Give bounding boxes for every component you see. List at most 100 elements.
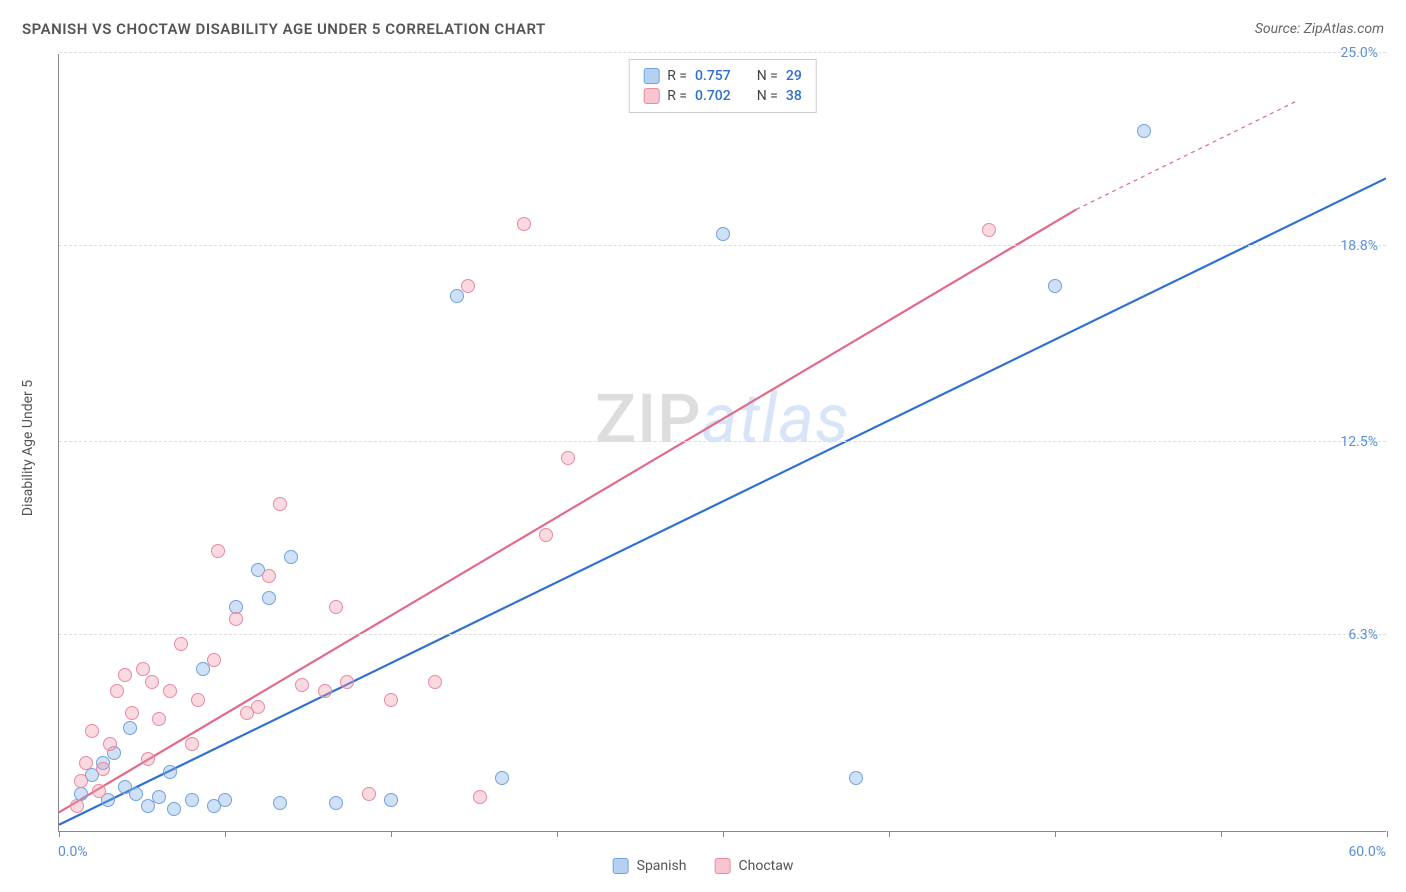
- scatter-point: [141, 752, 155, 766]
- swatch-spanish: [643, 68, 659, 84]
- r-value-choctaw: 0.702: [695, 88, 731, 104]
- scatter-point: [123, 721, 137, 735]
- scatter-point: [517, 217, 531, 231]
- scatter-point: [251, 700, 265, 714]
- scatter-point: [96, 762, 110, 776]
- x-tick: [557, 831, 558, 837]
- scatter-point: [495, 771, 509, 785]
- stats-row-spanish: R = 0.757 N = 29: [643, 66, 802, 86]
- scatter-point: [118, 668, 132, 682]
- r-label: R =: [667, 88, 687, 104]
- chart-container: SPANISH VS CHOCTAW DISABILITY AGE UNDER …: [0, 0, 1406, 892]
- scatter-point: [849, 771, 863, 785]
- scatter-point: [384, 793, 398, 807]
- scatter-point: [79, 756, 93, 770]
- y-tick-label: 25.0%: [1340, 45, 1378, 61]
- scatter-point: [262, 591, 276, 605]
- legend-label-spanish: Spanish: [637, 858, 687, 874]
- scatter-point: [329, 796, 343, 810]
- scatter-point: [218, 793, 232, 807]
- trend-lines-svg: [59, 54, 1386, 831]
- legend-swatch-spanish: [613, 858, 629, 874]
- stats-legend-box: R = 0.757 N = 29 R = 0.702 N = 38: [628, 59, 817, 113]
- scatter-point: [152, 790, 166, 804]
- gridline: [59, 634, 1386, 635]
- scatter-point: [103, 737, 117, 751]
- scatter-point: [207, 653, 221, 667]
- trend-line: [1076, 101, 1297, 210]
- x-tick: [1055, 831, 1056, 837]
- scatter-point: [716, 227, 730, 241]
- scatter-point: [110, 684, 124, 698]
- scatter-point: [340, 675, 354, 689]
- n-label: N =: [757, 88, 778, 104]
- scatter-point: [539, 528, 553, 542]
- scatter-point: [461, 279, 475, 293]
- scatter-point: [384, 693, 398, 707]
- trend-line: [59, 209, 1076, 812]
- legend-item-choctaw: Choctaw: [715, 858, 794, 874]
- y-tick-label: 12.5%: [1340, 434, 1378, 450]
- n-label: N =: [757, 68, 778, 84]
- r-label: R =: [667, 68, 687, 84]
- scatter-point: [273, 497, 287, 511]
- gridline: [59, 441, 1386, 442]
- legend-item-spanish: Spanish: [613, 858, 687, 874]
- r-value-spanish: 0.757: [695, 68, 731, 84]
- n-value-choctaw: 38: [786, 88, 802, 104]
- scatter-point: [92, 784, 106, 798]
- scatter-point: [167, 802, 181, 816]
- plot-area: ZIPatlas R = 0.757 N = 29 R = 0.702 N = …: [58, 54, 1386, 832]
- scatter-point: [136, 662, 150, 676]
- x-tick: [1221, 831, 1222, 837]
- scatter-point: [262, 569, 276, 583]
- x-tick: [723, 831, 724, 837]
- scatter-point: [145, 675, 159, 689]
- scatter-point: [982, 223, 996, 237]
- y-axis-title: Disability Age Under 5: [20, 380, 36, 516]
- scatter-point: [561, 451, 575, 465]
- scatter-point: [125, 706, 139, 720]
- source-prefix: Source:: [1255, 21, 1304, 37]
- x-axis-max-label: 60.0%: [1348, 844, 1386, 860]
- scatter-point: [273, 796, 287, 810]
- x-tick: [391, 831, 392, 837]
- x-tick: [1387, 831, 1388, 837]
- scatter-point: [152, 712, 166, 726]
- n-value-spanish: 29: [786, 68, 802, 84]
- stats-row-choctaw: R = 0.702 N = 38: [643, 86, 802, 106]
- watermark-atlas: atlas: [702, 379, 850, 459]
- scatter-point: [284, 550, 298, 564]
- source-name: ZipAtlas.com: [1304, 21, 1384, 37]
- x-tick: [889, 831, 890, 837]
- watermark: ZIPatlas: [595, 379, 850, 459]
- scatter-point: [185, 793, 199, 807]
- chart-title: SPANISH VS CHOCTAW DISABILITY AGE UNDER …: [22, 20, 546, 38]
- scatter-point: [174, 637, 188, 651]
- scatter-point: [318, 684, 332, 698]
- scatter-point: [1048, 279, 1062, 293]
- x-axis-min-label: 0.0%: [58, 844, 88, 860]
- scatter-point: [163, 765, 177, 779]
- scatter-point: [85, 724, 99, 738]
- scatter-point: [163, 684, 177, 698]
- scatter-point: [295, 678, 309, 692]
- watermark-zip: ZIP: [595, 379, 702, 459]
- scatter-point: [229, 612, 243, 626]
- y-tick-label: 6.3%: [1348, 627, 1378, 643]
- scatter-point: [129, 787, 143, 801]
- scatter-point: [74, 774, 88, 788]
- legend-label-choctaw: Choctaw: [739, 858, 794, 874]
- x-tick: [225, 831, 226, 837]
- gridline: [59, 245, 1386, 246]
- scatter-point: [1137, 124, 1151, 138]
- scatter-point: [473, 790, 487, 804]
- scatter-point: [428, 675, 442, 689]
- source-attribution: Source: ZipAtlas.com: [1255, 21, 1384, 37]
- scatter-point: [70, 799, 84, 813]
- legend-swatch-choctaw: [715, 858, 731, 874]
- gridline: [59, 52, 1386, 53]
- scatter-point: [362, 787, 376, 801]
- y-tick-label: 18.8%: [1340, 238, 1378, 254]
- scatter-point: [211, 544, 225, 558]
